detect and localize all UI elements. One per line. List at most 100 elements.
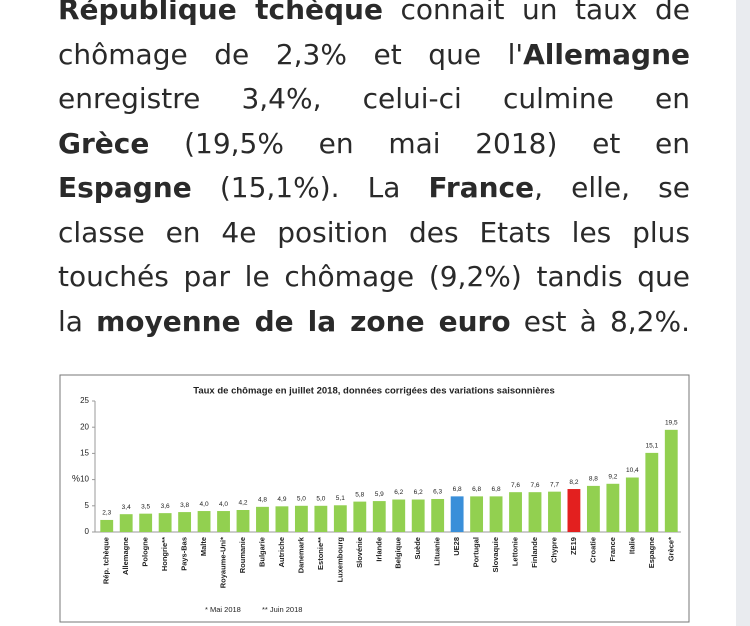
y-axis-label: % — [72, 473, 80, 483]
y-tick-label: 0 — [85, 527, 90, 536]
bar — [256, 506, 269, 532]
text-line: touchés par le chômage (9,2%) tandis que — [58, 255, 690, 300]
x-tick-label: Estonie** — [316, 537, 325, 570]
value-label: 6,2 — [414, 489, 423, 496]
text-line: chômage de 2,3% et que l'Allemagne — [58, 33, 690, 78]
bold-text: moyenne de la zone euro — [96, 304, 511, 338]
y-tick-label: 20 — [80, 422, 89, 431]
text: chômage de 2,3% et que l' — [58, 37, 524, 71]
x-tick-label: ZE19 — [569, 537, 578, 555]
value-label: 2,3 — [102, 510, 111, 517]
value-label: 6,8 — [472, 486, 481, 493]
bar — [372, 501, 386, 532]
x-tick-label: Irlande — [374, 537, 383, 562]
bar — [197, 511, 211, 532]
value-label: 4,0 — [219, 501, 228, 508]
value-label: 19,5 — [665, 420, 678, 427]
bar — [333, 505, 347, 532]
x-tick-label: Pays-Bas — [180, 537, 189, 571]
text: enregistre 3,4%, celui-ci culmine en — [58, 82, 690, 115]
bar — [664, 429, 678, 532]
article: République tchèque connait un taux de chô… — [58, 0, 690, 344]
text: , elle, se — [534, 171, 690, 204]
x-tick-label: Espagne — [647, 537, 656, 568]
x-tick-label: Slovénie — [355, 537, 364, 568]
x-tick-label: Royaume-Uni* — [219, 537, 228, 588]
x-tick-label: Portugal — [472, 537, 481, 567]
bar — [236, 509, 250, 532]
bold-text: Grèce — [58, 126, 150, 160]
bar — [411, 499, 425, 532]
text-line: classe en 4e position des Etats les plus — [58, 211, 690, 256]
text: (15,1%). La — [191, 171, 429, 204]
bar — [158, 513, 172, 532]
bar — [139, 513, 153, 532]
x-tick-label: Suède — [413, 537, 422, 560]
bar — [431, 498, 445, 532]
value-label: 5,0 — [297, 496, 306, 503]
bar — [178, 512, 192, 532]
text-line: Grèce (19,5% en mai 2018) et en — [58, 122, 690, 167]
x-tick-label: Danemark — [296, 536, 305, 573]
value-label: 4,0 — [200, 501, 209, 508]
x-tick-label: France — [608, 537, 617, 562]
x-tick-label: Hongrie** — [160, 537, 169, 571]
bar — [470, 496, 484, 532]
bar — [586, 485, 600, 532]
bold-text: France — [428, 171, 535, 204]
value-label: 3,4 — [122, 504, 131, 511]
chart-title: Taux de chômage en juillet 2018, données… — [193, 386, 555, 397]
value-label: 9,2 — [608, 474, 617, 481]
value-label: 7,6 — [530, 482, 539, 489]
bar — [217, 511, 230, 532]
value-label: 6,2 — [394, 489, 403, 496]
x-tick-label: Finlande — [530, 537, 539, 568]
x-tick-label: Autriche — [277, 537, 286, 567]
bar — [509, 492, 522, 532]
chart-frame — [59, 374, 690, 623]
value-label: 3,5 — [141, 503, 150, 510]
text: la — [58, 304, 97, 338]
text-line: la moyenne de la zone euro est à 8,2%. — [58, 300, 690, 345]
bar — [645, 452, 659, 532]
y-tick-label: 15 — [80, 449, 89, 458]
x-tick-label: Luxembourg — [335, 537, 344, 583]
value-label: 10,4 — [626, 467, 639, 474]
bar — [119, 514, 133, 532]
x-tick-label: Malte — [199, 537, 208, 556]
y-tick-label: 10 — [80, 475, 89, 484]
x-tick-label: Belgique — [394, 537, 403, 569]
bold-text: République tchèque — [58, 0, 383, 26]
value-label: 6,8 — [453, 486, 462, 493]
text-line: Espagne (15,1%). La France, elle, se — [58, 166, 690, 211]
value-label: 8,2 — [569, 479, 578, 486]
scroll-edge — [736, 0, 750, 626]
x-tick-label: Roumanie — [238, 537, 247, 573]
footnote: ** Juin 2018 — [262, 605, 302, 614]
x-tick-label: Italie — [627, 537, 636, 554]
x-tick-label: Croatie — [588, 537, 597, 563]
x-tick-label: Lettonie — [511, 537, 520, 566]
text: touchés par le chômage (9,2%) tandis que — [58, 260, 690, 293]
x-tick-label: Grèce* — [666, 537, 675, 561]
bar — [528, 492, 542, 532]
text-line: enregistre 3,4%, celui-ci culmine en — [58, 77, 690, 122]
bar — [489, 496, 503, 532]
bar — [392, 499, 406, 532]
value-label: 5,0 — [316, 496, 325, 503]
value-label: 7,7 — [550, 481, 559, 488]
bar — [353, 501, 367, 532]
value-label: 15,1 — [645, 443, 658, 450]
bar — [567, 489, 581, 532]
value-label: 5,1 — [336, 495, 345, 502]
x-tick-label: Chypre — [549, 537, 558, 563]
text: connait un taux de — [383, 0, 691, 26]
value-label: 4,9 — [277, 496, 286, 503]
text: (19,5% en mai 2018) et en — [149, 126, 690, 160]
x-tick-label: Lituanie — [433, 537, 442, 566]
bar — [294, 505, 308, 532]
value-label: 4,2 — [238, 500, 247, 507]
x-tick-label: Bulgarie — [257, 537, 266, 567]
x-tick-label: Allemagne — [121, 537, 130, 575]
value-label: 3,8 — [180, 502, 189, 509]
